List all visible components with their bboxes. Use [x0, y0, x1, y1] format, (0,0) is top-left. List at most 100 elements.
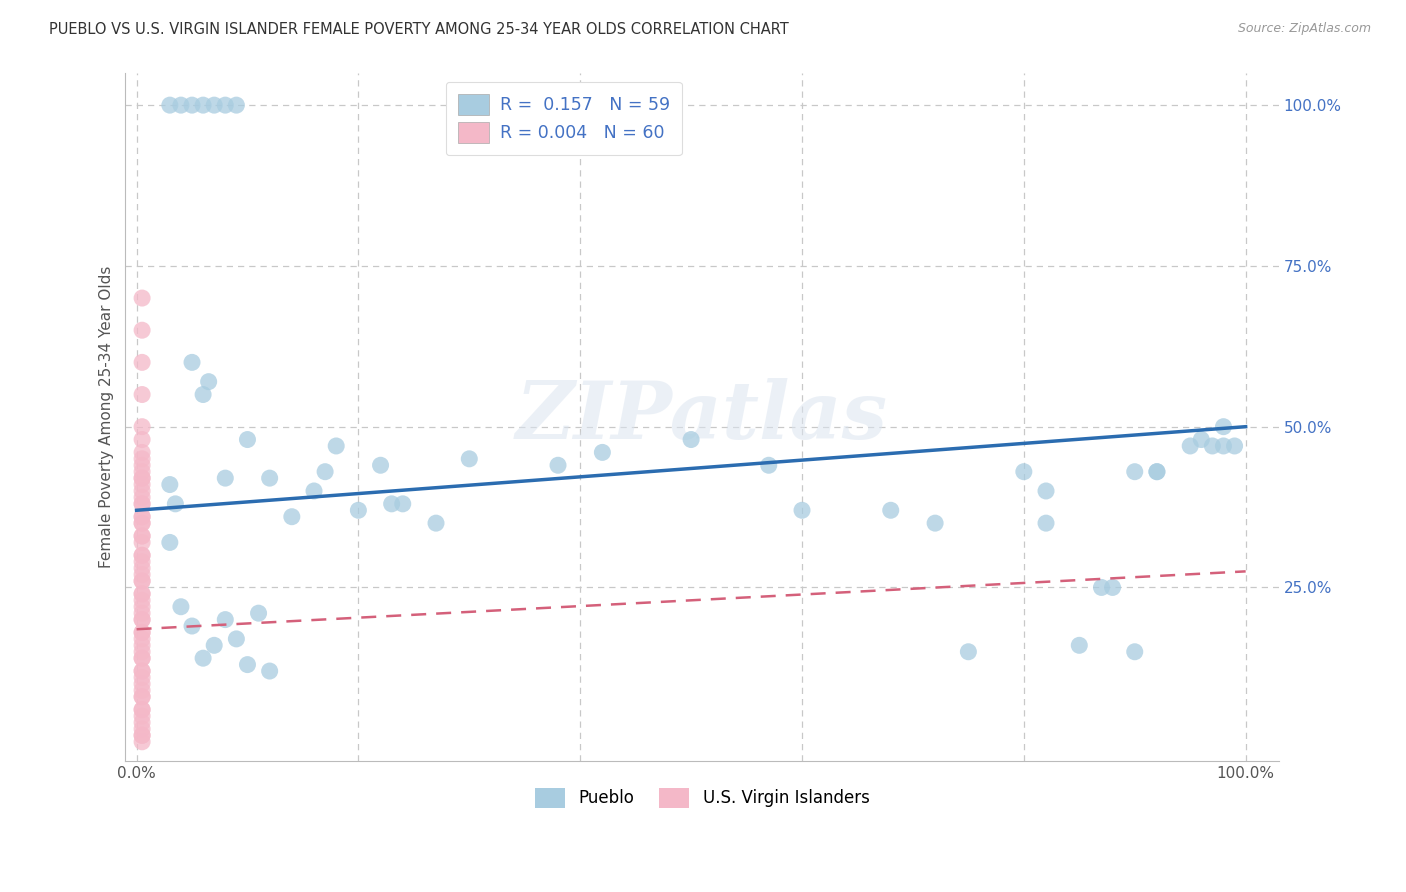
Point — [131, 728, 153, 742]
Point — [131, 529, 153, 543]
Point — [131, 735, 153, 749]
Point — [131, 690, 153, 704]
Point — [197, 375, 219, 389]
Point — [131, 471, 153, 485]
Point — [131, 664, 153, 678]
Point — [131, 516, 153, 530]
Point — [314, 465, 336, 479]
Point — [758, 458, 780, 473]
Point — [131, 613, 153, 627]
Point — [131, 445, 153, 459]
Point — [131, 613, 153, 627]
Point — [325, 439, 347, 453]
Point — [170, 98, 193, 112]
Point — [924, 516, 946, 530]
Point — [131, 355, 153, 369]
Point — [880, 503, 903, 517]
Point — [131, 632, 153, 646]
Point — [131, 599, 153, 614]
Point — [131, 574, 153, 588]
Point — [1180, 439, 1202, 453]
Point — [131, 593, 153, 607]
Point — [131, 535, 153, 549]
Point — [131, 555, 153, 569]
Point — [236, 433, 259, 447]
Point — [681, 433, 703, 447]
Point — [1035, 483, 1057, 498]
Point — [591, 445, 613, 459]
Point — [131, 549, 153, 563]
Point — [259, 471, 281, 485]
Point — [191, 651, 214, 665]
Point — [131, 722, 153, 736]
Point — [131, 638, 153, 652]
Point — [191, 387, 214, 401]
Point — [181, 619, 204, 633]
Point — [1223, 439, 1246, 453]
Point — [1212, 439, 1234, 453]
Point — [1123, 465, 1146, 479]
Point — [391, 497, 413, 511]
Point — [131, 709, 153, 723]
Point — [131, 516, 153, 530]
Point — [131, 671, 153, 685]
Point — [131, 728, 153, 742]
Point — [131, 561, 153, 575]
Point — [1212, 419, 1234, 434]
Point — [247, 606, 270, 620]
Point — [131, 664, 153, 678]
Point — [1123, 645, 1146, 659]
Point — [131, 587, 153, 601]
Point — [225, 98, 247, 112]
Point — [1090, 581, 1112, 595]
Y-axis label: Female Poverty Among 25-34 Year Olds: Female Poverty Among 25-34 Year Olds — [100, 266, 114, 568]
Point — [131, 497, 153, 511]
Point — [131, 387, 153, 401]
Point — [214, 471, 236, 485]
Point — [131, 477, 153, 491]
Point — [790, 503, 813, 517]
Point — [131, 465, 153, 479]
Point — [131, 683, 153, 698]
Point — [159, 98, 181, 112]
Text: ZIPatlas: ZIPatlas — [516, 378, 889, 456]
Text: PUEBLO VS U.S. VIRGIN ISLANDER FEMALE POVERTY AMONG 25-34 YEAR OLDS CORRELATION : PUEBLO VS U.S. VIRGIN ISLANDER FEMALE PO… — [49, 22, 789, 37]
Point — [131, 291, 153, 305]
Point — [191, 98, 214, 112]
Point — [131, 574, 153, 588]
Point — [131, 703, 153, 717]
Point — [131, 715, 153, 730]
Point — [131, 458, 153, 473]
Point — [214, 98, 236, 112]
Point — [131, 651, 153, 665]
Point — [281, 509, 304, 524]
Point — [202, 638, 225, 652]
Text: Source: ZipAtlas.com: Source: ZipAtlas.com — [1237, 22, 1371, 36]
Point — [131, 549, 153, 563]
Point — [1012, 465, 1035, 479]
Point — [1146, 465, 1168, 479]
Point — [131, 419, 153, 434]
Point — [131, 606, 153, 620]
Point — [1069, 638, 1091, 652]
Point — [165, 497, 187, 511]
Point — [259, 664, 281, 678]
Point — [131, 703, 153, 717]
Point — [131, 625, 153, 640]
Point — [381, 497, 404, 511]
Point — [236, 657, 259, 672]
Point — [159, 477, 181, 491]
Point — [131, 491, 153, 505]
Point — [131, 323, 153, 337]
Point — [347, 503, 370, 517]
Point — [547, 458, 569, 473]
Point — [159, 535, 181, 549]
Point — [131, 451, 153, 466]
Point — [131, 433, 153, 447]
Point — [131, 529, 153, 543]
Point — [202, 98, 225, 112]
Point — [131, 509, 153, 524]
Point — [425, 516, 447, 530]
Point — [1146, 465, 1168, 479]
Point — [131, 677, 153, 691]
